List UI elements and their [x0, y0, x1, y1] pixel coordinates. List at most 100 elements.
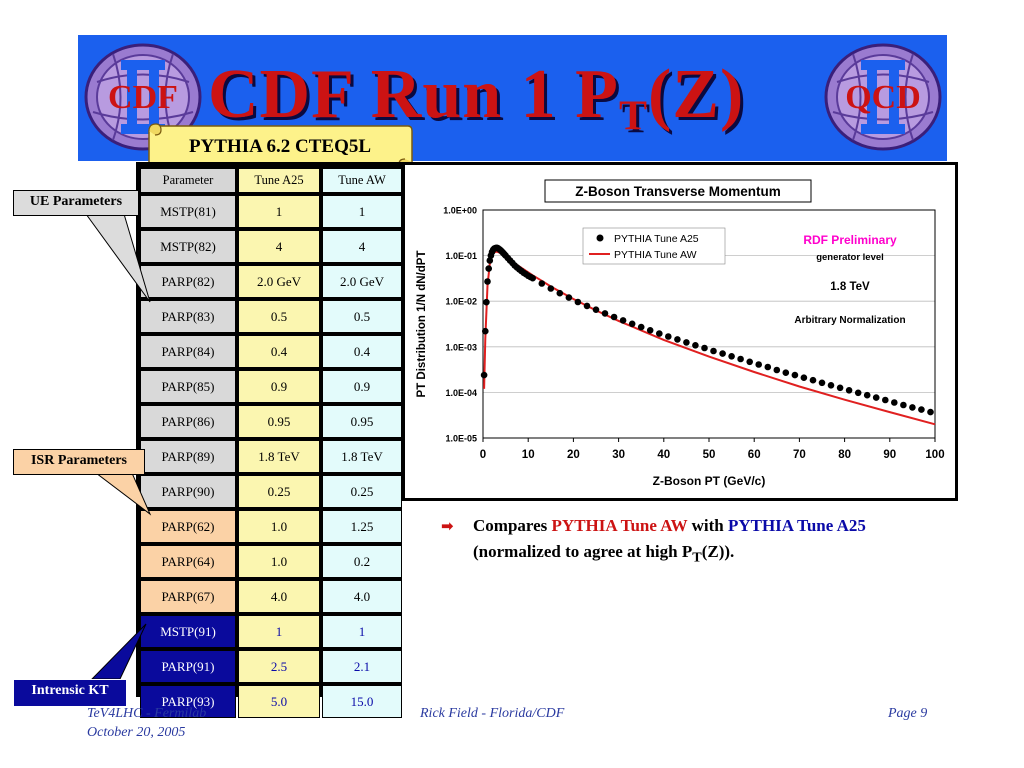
bullet-tune-aw: PYTHIA Tune AW	[551, 516, 688, 535]
data-point-tune-a25	[565, 294, 573, 301]
tune-aw-cell: 0.9	[322, 370, 402, 403]
y-tick-label: 1.0E-05	[445, 434, 477, 444]
tune-a25-cell: 0.9	[238, 370, 320, 403]
bullet-subscript: T	[692, 549, 702, 566]
footer-author: Rick Field - Florida/CDF	[420, 706, 565, 721]
data-point-tune-a25	[827, 382, 835, 389]
rdf-preliminary-note: RDF Preliminary	[803, 233, 897, 247]
data-point-tune-a25	[764, 363, 772, 371]
bullet-part: (Z)).	[701, 542, 735, 561]
table-row: PARP(86) 0.95 0.95	[140, 405, 402, 438]
parameter-cell: MSTP(82)	[140, 230, 236, 263]
parameter-cell: PARP(86)	[140, 405, 236, 438]
data-point-tune-a25	[918, 406, 925, 413]
table-header-row: Parameter Tune A25 Tune AW	[140, 168, 402, 193]
data-point-tune-a25	[484, 278, 491, 285]
normalization-note: Arbitrary Normalization	[794, 315, 905, 326]
tune-aw-cell: 0.95	[322, 405, 402, 438]
bullet-part: (normalized to agree at high P	[473, 542, 693, 561]
data-point-tune-a25	[646, 327, 654, 334]
data-point-tune-a25	[818, 379, 826, 387]
tune-aw-cell: 2.0 GeV	[322, 265, 402, 298]
tune-a25-cell: 5.0	[238, 685, 320, 718]
generator-level-note: generator level	[816, 252, 884, 263]
bullet-tune-a25: PYTHIA Tune A25	[727, 516, 866, 535]
data-point-tune-a25	[610, 313, 618, 321]
y-tick-label: 1.0E+00	[443, 206, 477, 216]
legend-box	[582, 227, 726, 265]
data-point-tune-a25	[755, 361, 762, 368]
tune-a25-cell: 0.25	[238, 475, 320, 508]
table-row: PARP(83) 0.5 0.5	[140, 300, 402, 333]
data-point-tune-a25	[665, 333, 672, 340]
x-tick-label: 20	[567, 449, 580, 461]
table-row: PARP(62) 1.0 1.25	[140, 510, 402, 543]
tune-aw-cell: 1.25	[322, 510, 402, 543]
parameter-cell: PARP(82)	[140, 265, 236, 298]
footer-event-name: TeV4LHC - Fermilab	[87, 706, 207, 721]
data-point-tune-a25	[710, 347, 717, 355]
parameter-cell: PARP(64)	[140, 545, 236, 578]
data-point-tune-a25	[656, 330, 663, 337]
x-tick-label: 60	[748, 449, 761, 461]
y-tick-label: 1.0E-01	[445, 251, 477, 261]
data-point-tune-a25	[480, 371, 488, 379]
axis-ticks: 1.0E+00 1.0E-01 1.0E-02 1.0E-03 1.0E-04 1.0E-…	[443, 206, 944, 462]
arrow-bullet-icon: ➡	[441, 517, 454, 535]
tune-a25-cell: 0.5	[238, 300, 320, 333]
column-header: Parameter	[140, 168, 236, 193]
data-point-tune-a25	[728, 353, 735, 360]
tune-aw-cell: 15.0	[322, 685, 402, 718]
tune-a25-cell: 4.0	[238, 580, 320, 613]
y-axis-label: PT Distribution 1/N dN/dPT	[416, 251, 428, 398]
data-point-tune-a25	[746, 358, 753, 366]
parameter-cell: PARP(62)	[140, 510, 236, 543]
parameter-cell: PARP(85)	[140, 370, 236, 403]
kt-callout-pointer	[90, 623, 147, 680]
data-point-tune-a25	[485, 265, 492, 272]
table-row: PARP(91) 2.5 2.1	[140, 650, 402, 683]
parameter-cell: PARP(84)	[140, 335, 236, 368]
tune-a25-cell: 0.95	[238, 405, 320, 438]
x-tick-label: 30	[612, 449, 625, 461]
table-row: MSTP(81) 1 1	[140, 195, 402, 228]
data-point-tune-a25	[909, 404, 916, 411]
tune-a25-cell: 1	[238, 195, 320, 228]
isr-callout-pointer	[94, 472, 152, 516]
parameter-cell: PARP(89)	[140, 440, 236, 473]
data-point-tune-a25	[719, 350, 726, 357]
bullet-text: Compares PYTHIA Tune AW with PYTHIA Tune…	[447, 513, 947, 570]
parameter-cell: PARP(90)	[140, 475, 236, 508]
data-point-tune-a25	[900, 401, 907, 409]
parameter-cell: PARP(91)	[140, 650, 236, 683]
x-tick-label: 40	[657, 449, 670, 461]
table-row: MSTP(82) 4 4	[140, 230, 402, 263]
tune-aw-cell: 1	[322, 195, 402, 228]
data-point-tune-a25	[601, 310, 609, 317]
x-tick-label: 80	[838, 449, 851, 461]
data-point-tune-a25	[836, 384, 844, 392]
x-tick-label: 90	[883, 449, 896, 461]
data-point-tune-a25	[637, 323, 645, 331]
y-tick-label: 1.0E-04	[445, 388, 477, 398]
tune-aw-cell: 0.25	[322, 475, 402, 508]
x-tick-label: 100	[925, 449, 944, 461]
series-points-tune-a25	[480, 244, 934, 416]
tune-aw-cell: 1.8 TeV	[322, 440, 402, 473]
parameter-cell: PARP(83)	[140, 300, 236, 333]
x-tick-label: 0	[480, 449, 486, 461]
tune-aw-cell: 0.4	[322, 335, 402, 368]
y-tick-label: 1.0E-03	[445, 342, 477, 352]
tune-a25-cell: 0.4	[238, 335, 320, 368]
data-point-tune-a25	[619, 317, 627, 324]
data-point-tune-a25	[845, 387, 853, 394]
page-title: CDF Run 1 PT(Z)	[208, 56, 745, 140]
parameter-cell: MSTP(81)	[140, 195, 236, 228]
svg-text:QCD: QCD	[845, 79, 921, 116]
data-point-tune-a25	[791, 371, 799, 379]
data-point-tune-a25	[592, 306, 600, 313]
legend-marker-tune-a25	[596, 234, 604, 242]
y-tick-label: 1.0E-02	[445, 297, 477, 307]
chart-title-box	[544, 179, 812, 203]
data-point-tune-a25	[683, 339, 690, 346]
